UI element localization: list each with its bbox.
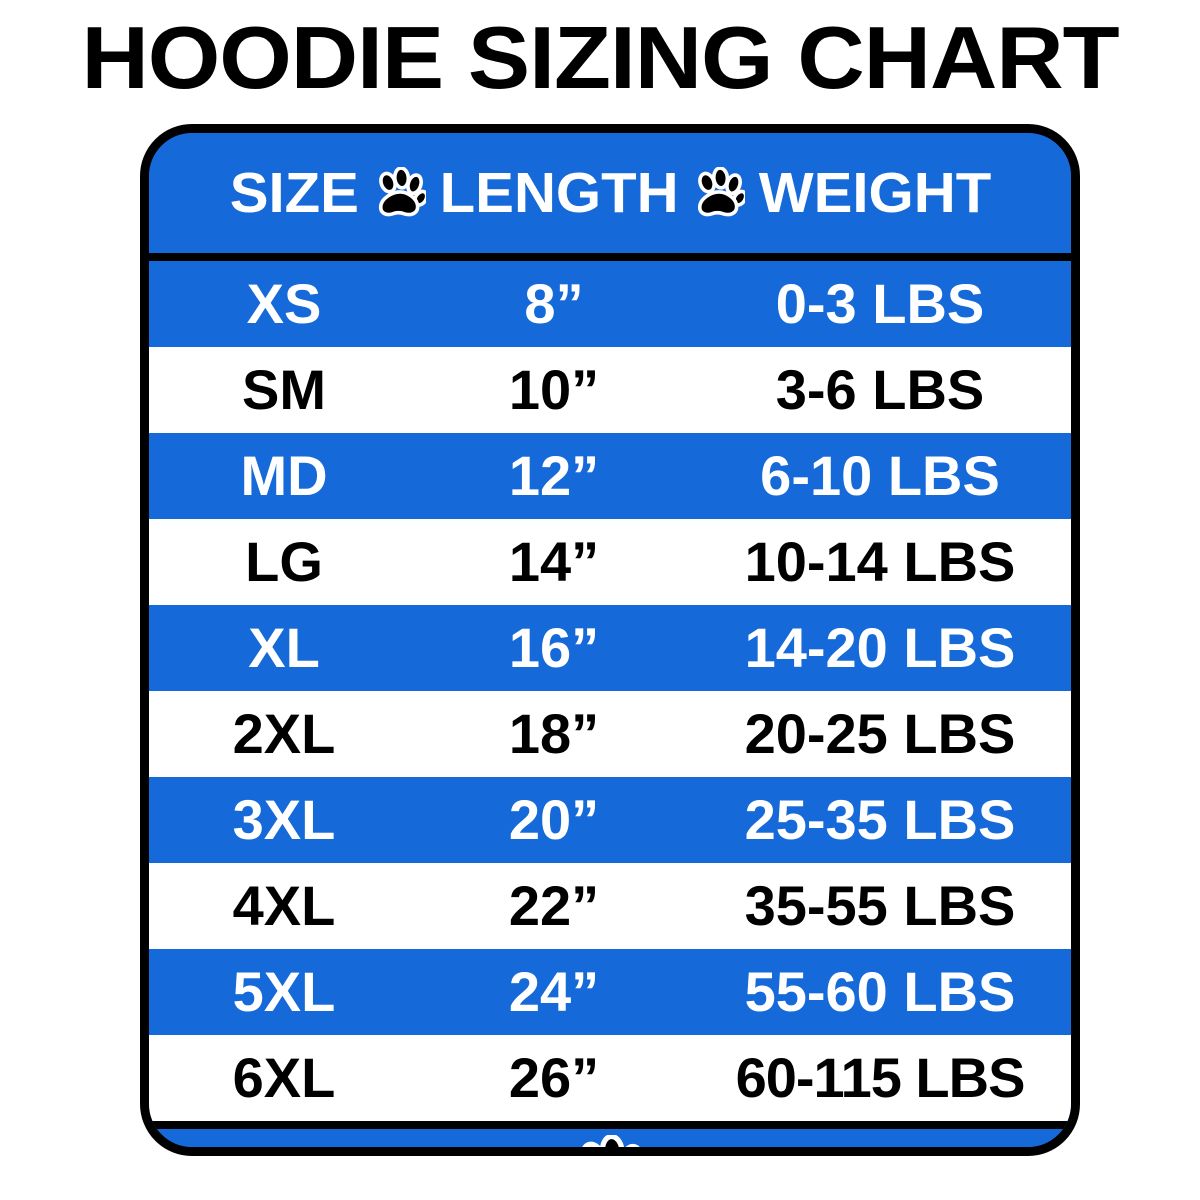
paw-print-icon bbox=[374, 166, 429, 219]
column-header-weight: WEIGHT bbox=[758, 160, 991, 225]
cell-weight: 14-20 LBS bbox=[744, 616, 1016, 679]
cell-length: 24” bbox=[508, 960, 600, 1023]
paw-print-icon bbox=[573, 1133, 647, 1147]
cell-size: XL bbox=[248, 616, 320, 679]
column-header-size: SIZE bbox=[230, 160, 360, 225]
cell-size: SM bbox=[242, 358, 326, 421]
sizing-chart-table: SIZE LENGTH bbox=[140, 124, 1080, 1156]
table-footer bbox=[149, 1121, 1071, 1147]
table-row: 2XL 18” 20-25 LBS bbox=[149, 691, 1071, 777]
table-row: 4XL 22” 35-55 LBS bbox=[149, 863, 1071, 949]
cell-length: 20” bbox=[508, 788, 600, 851]
cell-size: MD bbox=[240, 444, 328, 507]
column-header-length: LENGTH bbox=[439, 160, 679, 225]
cell-length: 10” bbox=[508, 358, 600, 421]
cell-size: 4XL bbox=[232, 874, 336, 937]
page-title: HOODIE SIZING CHART bbox=[81, 8, 1119, 107]
table-header-row: SIZE LENGTH bbox=[149, 133, 1071, 261]
cell-weight: 3-6 LBS bbox=[775, 358, 985, 421]
table-row: 6XL 26” 60-115 LBS bbox=[149, 1035, 1071, 1121]
cell-length: 14” bbox=[508, 530, 600, 593]
cell-size: 6XL bbox=[232, 1046, 336, 1109]
paw-print-icon bbox=[693, 166, 748, 219]
table-row: SM 10” 3-6 LBS bbox=[149, 347, 1071, 433]
cell-size: LG bbox=[245, 530, 323, 593]
cell-size: 3XL bbox=[232, 788, 336, 851]
table-row: XS 8” 0-3 LBS bbox=[149, 261, 1071, 347]
cell-length: 26” bbox=[508, 1046, 600, 1109]
cell-weight: 25-35 LBS bbox=[744, 788, 1016, 851]
table-row: LG 14” 10-14 LBS bbox=[149, 519, 1071, 605]
table-row: 5XL 24” 55-60 LBS bbox=[149, 949, 1071, 1035]
cell-length: 16” bbox=[508, 616, 600, 679]
cell-length: 18” bbox=[508, 702, 600, 765]
cell-size: 2XL bbox=[232, 702, 336, 765]
cell-weight: 60-115 LBS bbox=[735, 1046, 1026, 1109]
cell-weight: 0-3 LBS bbox=[775, 272, 985, 335]
cell-weight: 35-55 LBS bbox=[744, 874, 1016, 937]
cell-length: 8” bbox=[524, 272, 584, 335]
cell-length: 12” bbox=[508, 444, 600, 507]
table-body: XS 8” 0-3 LBS SM 10” 3-6 LBS MD 12” 6-10… bbox=[149, 261, 1071, 1121]
cell-weight: 20-25 LBS bbox=[744, 702, 1016, 765]
cell-weight: 10-14 LBS bbox=[744, 530, 1016, 593]
cell-weight: 6-10 LBS bbox=[760, 444, 1000, 507]
table-row: MD 12” 6-10 LBS bbox=[149, 433, 1071, 519]
cell-size: 5XL bbox=[232, 960, 336, 1023]
cell-size: XS bbox=[246, 272, 322, 335]
cell-length: 22” bbox=[508, 874, 600, 937]
cell-weight: 55-60 LBS bbox=[744, 960, 1016, 1023]
table-row: XL 16” 14-20 LBS bbox=[149, 605, 1071, 691]
table-row: 3XL 20” 25-35 LBS bbox=[149, 777, 1071, 863]
